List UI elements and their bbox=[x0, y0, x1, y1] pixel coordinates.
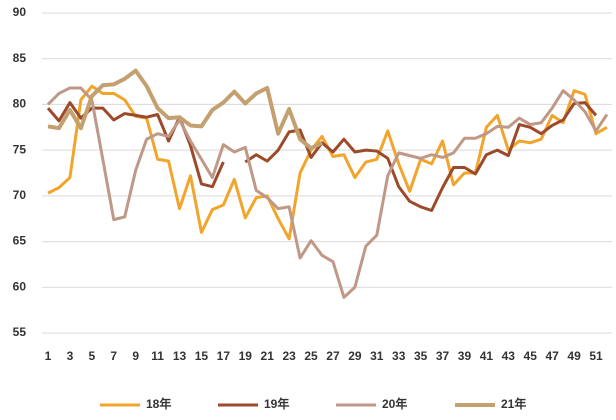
x-tick-label: 7 bbox=[110, 349, 117, 363]
y-tick-label: 55 bbox=[13, 325, 27, 339]
x-tick-label: 37 bbox=[436, 349, 450, 363]
x-tick-label: 39 bbox=[458, 349, 472, 363]
x-tick-label: 19 bbox=[239, 349, 253, 363]
series-line bbox=[46, 101, 598, 212]
series-line bbox=[47, 84, 608, 241]
y-tick-label: 80 bbox=[13, 97, 27, 111]
x-tick-label: 5 bbox=[88, 349, 95, 363]
x-tick-label: 15 bbox=[195, 349, 209, 363]
x-tick-label: 49 bbox=[567, 349, 581, 363]
x-tick-label: 41 bbox=[480, 349, 494, 363]
x-tick-label: 27 bbox=[326, 349, 340, 363]
x-tick-label: 17 bbox=[217, 349, 231, 363]
x-tick-label: 35 bbox=[414, 349, 428, 363]
y-tick-label: 60 bbox=[13, 279, 27, 293]
x-tick-label: 9 bbox=[132, 349, 139, 363]
legend-label: 19年 bbox=[264, 396, 289, 411]
x-tick-label: 33 bbox=[392, 349, 406, 363]
x-tick-label: 1 bbox=[45, 349, 52, 363]
x-tick-label: 45 bbox=[524, 349, 538, 363]
x-tick-label: 23 bbox=[282, 349, 296, 363]
x-tick-label: 47 bbox=[545, 349, 559, 363]
legend-label: 21年 bbox=[501, 396, 526, 411]
y-tick-label: 65 bbox=[13, 234, 27, 248]
legend-label: 18年 bbox=[146, 396, 171, 411]
x-tick-label: 3 bbox=[67, 349, 74, 363]
x-tick-label: 43 bbox=[502, 349, 516, 363]
series-line bbox=[46, 86, 609, 299]
x-tick-label: 25 bbox=[304, 349, 318, 363]
x-tick-label: 31 bbox=[370, 349, 384, 363]
x-tick-label: 13 bbox=[173, 349, 187, 363]
x-tick-label: 51 bbox=[589, 349, 603, 363]
y-tick-label: 70 bbox=[13, 188, 27, 202]
x-tick-label: 21 bbox=[261, 349, 275, 363]
y-tick-label: 90 bbox=[13, 5, 27, 19]
y-tick-label: 75 bbox=[13, 142, 27, 156]
x-tick-label: 11 bbox=[151, 349, 164, 363]
x-tick-label: 29 bbox=[348, 349, 362, 363]
y-tick-label: 85 bbox=[13, 51, 27, 65]
series-line bbox=[47, 68, 323, 151]
legend-label: 20年 bbox=[382, 396, 407, 411]
